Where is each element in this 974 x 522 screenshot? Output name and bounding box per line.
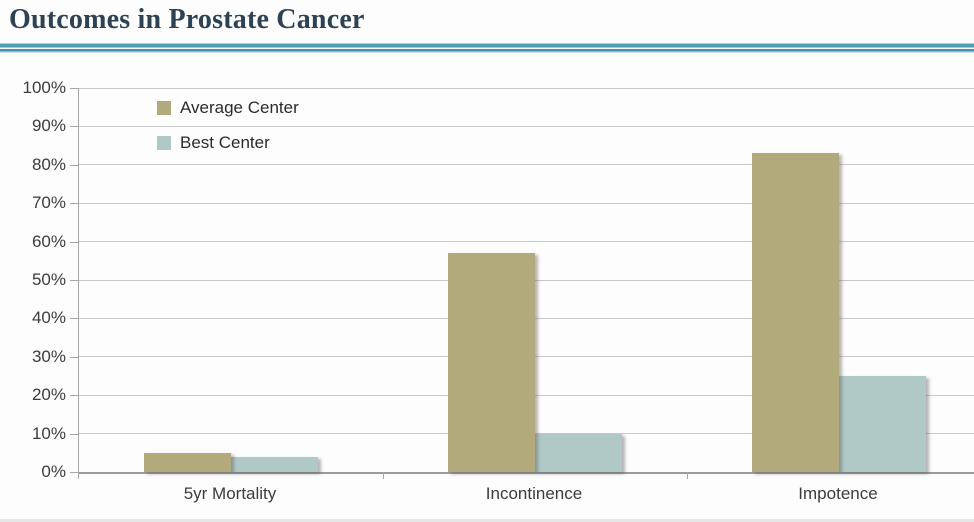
gridline [79, 202, 974, 204]
legend-label: Average Center [180, 98, 299, 117]
y-tick-label: 30% [31, 346, 66, 366]
y-tick [70, 203, 78, 205]
gridline [79, 125, 974, 127]
y-tick-label: 0% [41, 462, 66, 481]
x-tick [383, 472, 384, 479]
y-tick [70, 126, 78, 128]
plot-area [78, 87, 974, 479]
y-tick-label: 80% [31, 154, 66, 174]
legend-item-average-center: Average Center [157, 98, 299, 118]
y-tick-label: 10% [31, 423, 66, 443]
bar-best-center-incontinence [535, 433, 622, 472]
y-tick [70, 164, 78, 166]
y-tick [70, 280, 78, 281]
bar-best-center-impotence [839, 376, 926, 472]
gridline [79, 164, 974, 166]
legend-label: Best Center [180, 133, 270, 152]
bar-best-center-5yr-mortality [231, 456, 318, 472]
y-tick [70, 241, 78, 243]
x-axis-labels: 5yr Mortality Incontinence Impotence [78, 484, 973, 510]
y-tick-label: 70% [31, 193, 66, 213]
x-category-label: 5yr Mortality [183, 484, 277, 503]
y-tick-label: 20% [31, 385, 66, 405]
y-tick-label: 40% [31, 308, 66, 328]
title-rule [0, 43, 974, 53]
gridline [79, 87, 974, 89]
y-tick-label: 50% [31, 270, 66, 289]
legend-swatch-icon [157, 136, 171, 150]
bar-average-center-5yr-mortality [144, 452, 231, 472]
x-category-label: Incontinence [485, 484, 583, 503]
y-tick [70, 318, 78, 320]
legend-item-best-center: Best Center [157, 133, 299, 153]
x-tick [687, 472, 688, 479]
y-tick [70, 356, 78, 358]
chart-legend: Average Center Best Center [157, 98, 299, 153]
gridline [79, 241, 974, 243]
x-tick [78, 472, 79, 479]
y-tick-label: 90% [31, 116, 66, 136]
y-tick [70, 88, 78, 89]
x-category-label: Impotence [798, 484, 878, 503]
bar-average-center-incontinence [448, 253, 535, 472]
bottom-edge-strip [0, 519, 974, 522]
y-tick [70, 433, 78, 435]
y-tick [70, 395, 78, 397]
y-tick-label: 100% [22, 78, 66, 97]
bar-average-center-impotence [752, 153, 839, 472]
slide-title: Outcomes in Prostate Cancer [9, 4, 365, 35]
y-tick [70, 472, 78, 473]
y-tick-label: 60% [31, 231, 66, 251]
y-axis: 100% 90% 80% 70% 60% 50% 40% 30% 20% 10% 0% [0, 79, 78, 481]
legend-swatch-icon [157, 101, 171, 115]
